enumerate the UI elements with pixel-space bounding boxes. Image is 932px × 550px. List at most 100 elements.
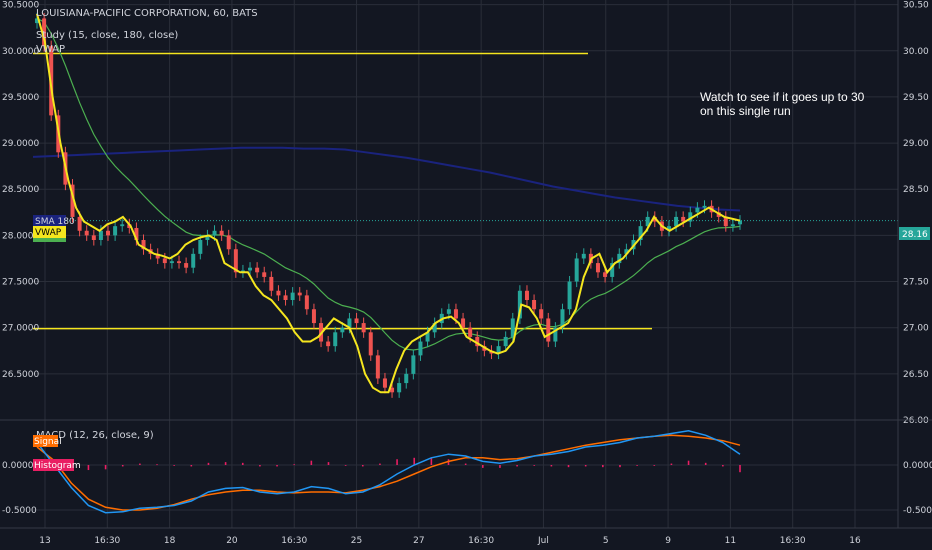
histogram-bar [241, 462, 244, 465]
candle-body [304, 295, 309, 310]
macd-tick-label-left: 0.0000 [2, 461, 34, 471]
candle-body [418, 341, 423, 356]
candle-body [532, 300, 537, 310]
histogram-bar [550, 465, 553, 467]
candle-body [35, 18, 39, 24]
sma-badge: SMA 180 [33, 215, 75, 227]
time-tick-label: 27 [413, 536, 424, 546]
price-tick-label-left: 26.5000 [2, 370, 39, 380]
ema-badge [33, 238, 66, 242]
candle-body [411, 355, 416, 374]
vwap-line [36, 13, 741, 394]
histogram-bar [344, 465, 347, 466]
histogram-bar [413, 457, 416, 465]
histogram-bar [687, 460, 690, 465]
candle-body [91, 235, 96, 240]
histogram-bar [156, 464, 158, 466]
histogram-bar [636, 465, 638, 466]
sma180-series [32, 146, 741, 212]
time-tick-label: Jul [537, 536, 549, 546]
candle-body [446, 309, 451, 314]
candle-body [333, 332, 338, 347]
histogram-bar [259, 465, 261, 467]
macd-tick-label-right: -0.5000 [903, 506, 932, 516]
candle-body [162, 258, 167, 264]
price-tick-label-left: 27.5000 [2, 278, 39, 288]
price-tick-label-right: 30.00 [903, 47, 929, 57]
candle-body [539, 309, 544, 319]
time-tick-label: 5 [603, 536, 609, 546]
candle-body [382, 378, 387, 388]
candle-body [106, 230, 111, 236]
histogram-bar [396, 459, 398, 465]
candle-body [702, 205, 707, 208]
histogram-bar [190, 465, 193, 467]
histogram-bar [327, 462, 330, 465]
candle-body [645, 216, 650, 227]
time-tick-label: 18 [164, 536, 176, 546]
candle-body [226, 235, 231, 250]
candle-body [638, 226, 643, 240]
annotation-line-2[interactable]: on this single run [700, 104, 791, 118]
histogram-bar [567, 465, 570, 468]
candle-body [77, 216, 82, 231]
svg-text:28.16: 28.16 [902, 230, 928, 240]
price-tick-label-right: 28.50 [903, 185, 929, 195]
candle-body [184, 263, 189, 268]
candle-body [177, 261, 182, 264]
histogram-bar [464, 463, 467, 465]
candle-body [262, 272, 267, 277]
histogram-bar [430, 457, 433, 465]
price-tick-label-right: 29.50 [903, 93, 929, 103]
histogram-bar [87, 465, 90, 471]
time-tick-label: 13 [39, 536, 50, 546]
last-price-badge: 28.16 [899, 227, 930, 240]
macd-tick-label-left: -0.5000 [2, 506, 37, 516]
time-tick-label: 20 [226, 536, 238, 546]
candle-body [390, 387, 395, 393]
price-tick-label-right: 26.00 [903, 416, 929, 426]
histogram-bar [499, 465, 501, 468]
histogram-bar [310, 460, 313, 465]
price-tick-label-right: 29.00 [903, 139, 929, 149]
candle-body [461, 318, 466, 328]
candle-body [340, 327, 345, 333]
candle-body [290, 292, 295, 300]
candle-body [70, 184, 75, 217]
vwap-legend[interactable]: VWAP [36, 44, 65, 55]
candle-body [503, 336, 508, 347]
histogram-bar [139, 463, 141, 465]
candle-body [84, 230, 89, 236]
macd-legend[interactable]: MACD (12, 26, close, 9) [36, 430, 154, 441]
candle-body [738, 220, 742, 225]
candle-body [581, 253, 586, 259]
candle-body [311, 309, 316, 324]
candle-body [141, 240, 146, 250]
candle-body [432, 323, 437, 333]
candle-body [347, 318, 352, 328]
time-tick-label: 11 [725, 536, 736, 546]
candle-body [624, 249, 629, 254]
candle-body [453, 309, 458, 319]
histogram-bar [704, 462, 707, 465]
histogram-bar [602, 465, 604, 468]
price-tick-label-left: 28.0000 [2, 231, 39, 241]
histogram-bar [584, 465, 587, 467]
candle-body [255, 267, 260, 273]
annotation-line-1[interactable]: Watch to see if it goes up to 30 [700, 90, 865, 104]
candle-body [517, 290, 522, 319]
candle-body [205, 235, 210, 240]
price-tick-label-right: 26.50 [903, 370, 929, 380]
histogram-bar [173, 465, 175, 466]
candle-body [155, 253, 160, 259]
study-legend[interactable]: Study (15, close, 180, close) [36, 30, 178, 41]
histogram-bar [224, 462, 227, 465]
candle-body [567, 281, 572, 310]
ema-series [36, 17, 741, 351]
candle-body [198, 240, 203, 254]
candle-body [524, 290, 529, 300]
signal-line [36, 434, 741, 511]
candle-body [42, 18, 47, 47]
